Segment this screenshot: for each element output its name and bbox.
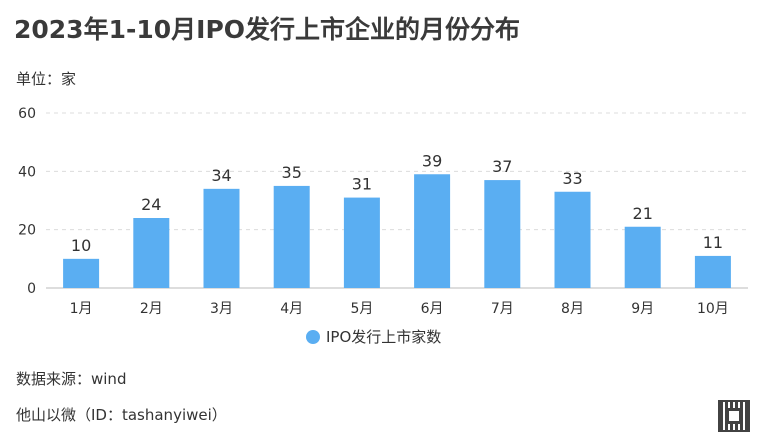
data-label: 11 — [703, 233, 723, 252]
data-source: 数据来源：wind — [16, 370, 127, 388]
x-tick-label: 5月 — [350, 301, 373, 317]
data-label: 21 — [633, 204, 653, 223]
legend-label: IPO发行上市家数 — [326, 328, 441, 346]
data-label: 31 — [352, 175, 372, 194]
bars — [63, 174, 731, 288]
bar — [484, 180, 521, 288]
x-tick-label: 8月 — [561, 301, 584, 317]
data-label: 24 — [141, 195, 161, 214]
bar — [554, 191, 591, 288]
y-tick-label: 0 — [27, 281, 36, 297]
x-tick-label: 7月 — [491, 301, 514, 317]
data-label: 34 — [211, 166, 231, 185]
x-axis-ticks: 1月 2月 3月 4月 5月 6月 7月 8月 9月 10月 — [70, 301, 729, 317]
data-label: 10 — [71, 236, 91, 255]
x-tick-label: 4月 — [280, 301, 303, 317]
bar — [414, 174, 451, 288]
bar — [203, 188, 240, 288]
bar — [63, 258, 100, 288]
qr-code-icon — [718, 400, 750, 432]
x-tick-label: 6月 — [421, 301, 444, 317]
x-tick-label: 1月 — [70, 301, 93, 317]
y-tick-label: 20 — [18, 223, 36, 239]
bar — [694, 255, 731, 288]
bar — [343, 197, 380, 288]
x-tick-label: 10月 — [697, 301, 729, 317]
y-axis-ticks: 0 20 40 60 — [18, 106, 36, 297]
chart-title: 2023年1-10月IPO发行上市企业的月份分布 — [14, 15, 521, 44]
x-tick-label: 9月 — [631, 301, 654, 317]
data-label: 33 — [562, 169, 582, 188]
y-tick-label: 60 — [18, 106, 36, 122]
bar — [273, 185, 310, 288]
data-labels: 10 24 34 35 31 39 37 33 21 11 — [71, 151, 723, 255]
account-id: 他山以微（ID：tashanyiwei） — [16, 406, 227, 424]
y-tick-label: 40 — [18, 164, 36, 180]
x-tick-label: 2月 — [140, 301, 163, 317]
x-tick-label: 3月 — [210, 301, 233, 317]
bar-chart: 0 20 40 60 10 24 34 35 31 39 37 33 21 11 1月 2月 3月 4月 5月 6… — [18, 106, 748, 346]
legend: IPO发行上市家数 — [306, 328, 441, 346]
data-label: 39 — [422, 151, 442, 170]
bar — [133, 218, 170, 288]
bar — [624, 226, 661, 288]
data-label: 35 — [282, 163, 302, 182]
unit-label: 单位：家 — [16, 70, 77, 88]
data-label: 37 — [492, 157, 512, 176]
legend-marker — [306, 330, 320, 344]
